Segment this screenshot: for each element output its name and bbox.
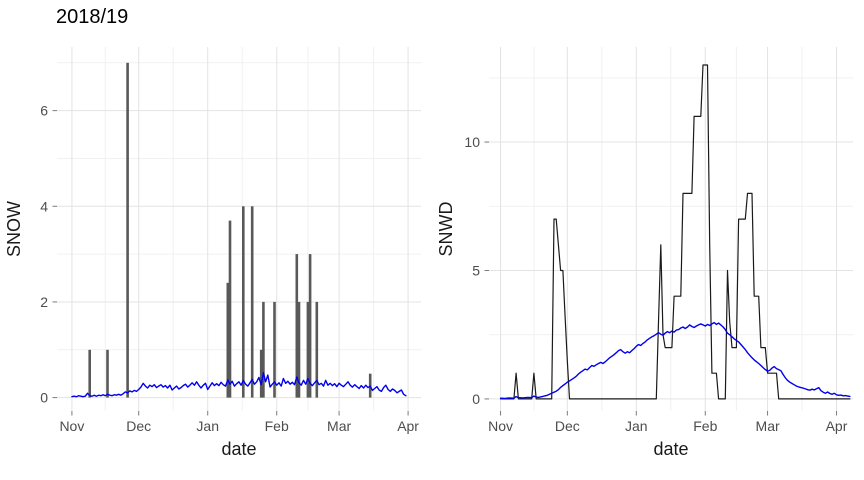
snwd-chart: Nov Dec Jan Feb Mar Apr 0 5 10 date SNWD (436, 47, 853, 459)
snow-bar (126, 62, 129, 398)
y-tick-label: 0 (472, 391, 480, 407)
x-tick-label: Feb (693, 418, 717, 434)
x-axis-title: date (221, 439, 256, 459)
y-tick-label: 2 (40, 294, 48, 310)
x-tick-label: Dec (555, 418, 580, 434)
x-tick-label: Jan (196, 418, 219, 434)
x-tick-label: Nov (59, 418, 84, 434)
gridlines (489, 47, 853, 411)
y-tick-label: 4 (40, 198, 48, 214)
snow-bar (228, 220, 232, 398)
snow-bar (226, 282, 230, 398)
x-tick-label: Jan (625, 418, 648, 434)
x-tick-label: Apr (397, 418, 419, 434)
gridlines (57, 47, 421, 411)
x-tick-label: Mar (756, 418, 780, 434)
axes: Nov Dec Jan Feb Mar Apr 0 2 4 6 (40, 103, 419, 434)
snow-bar (242, 206, 245, 398)
y-tick-label: 5 (472, 263, 480, 279)
snow-bar (262, 301, 265, 398)
x-tick-label: Mar (327, 418, 351, 434)
x-tick-label: Feb (265, 418, 289, 434)
snow-bars (88, 62, 372, 398)
snow-bar (250, 206, 254, 398)
x-tick-label: Apr (826, 418, 848, 434)
snow-bar (315, 301, 319, 398)
y-axis-title: SNWD (436, 202, 456, 257)
snwd-depth-line (499, 64, 851, 400)
figure-title: 2018/19 (56, 6, 129, 28)
y-tick-label: 10 (464, 134, 480, 150)
axes: Nov Dec Jan Feb Mar Apr 0 5 10 (464, 134, 847, 434)
y-tick-label: 0 (40, 390, 48, 406)
snow-bar (295, 254, 299, 398)
snow-bar (308, 254, 312, 398)
snow-bar (306, 301, 310, 398)
x-axis-title: date (653, 439, 688, 459)
snow-bar (297, 301, 301, 398)
snow-smooth-line (71, 372, 407, 398)
snwd-smooth-line (499, 321, 851, 400)
y-axis-title: SNOW (4, 201, 24, 257)
snow-bar (88, 349, 91, 398)
x-tick-label: Nov (488, 418, 513, 434)
y-tick-label: 6 (40, 103, 48, 119)
snow-bar (259, 349, 263, 398)
x-tick-label: Dec (126, 418, 151, 434)
snow-bar (273, 301, 276, 398)
snow-chart: Nov Dec Jan Feb Mar Apr 0 2 4 6 date SNOW (4, 47, 421, 459)
snow-bar (106, 349, 109, 398)
